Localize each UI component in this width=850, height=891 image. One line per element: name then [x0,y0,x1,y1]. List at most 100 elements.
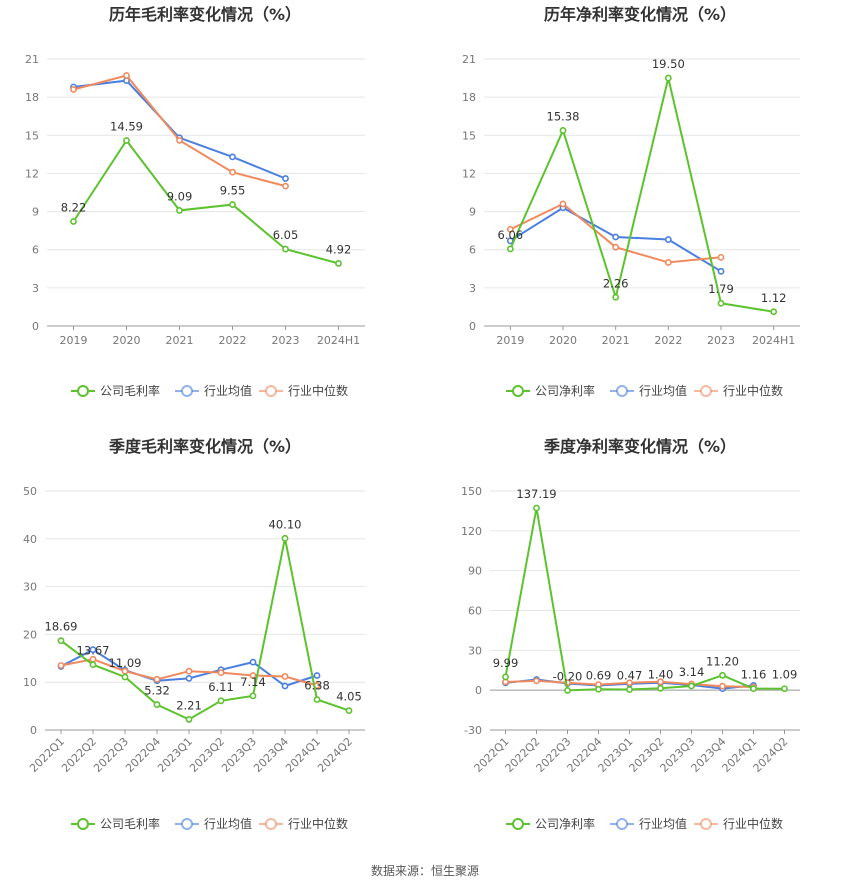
data-point[interactable] [57,637,65,645]
data-point[interactable] [612,243,620,251]
data-point[interactable] [612,293,620,301]
data-label: 7.14 [240,675,266,689]
data-point[interactable] [717,253,725,261]
data-point[interactable] [657,684,664,692]
chart-title: 季度毛利率变化情况（%） [108,437,301,456]
data-point[interactable] [719,671,726,679]
legend-item[interactable]: 行业中位数 [694,383,783,398]
data-point[interactable] [559,127,567,134]
data-point[interactable] [502,673,509,681]
data-point[interactable] [123,137,130,144]
y-tick-label: 15 [462,129,476,142]
data-label: 11.20 [706,654,739,668]
chart-title: 历年净利率变化情况（%） [544,5,736,24]
data-point[interactable] [664,74,672,82]
y-tick-label: 6 [469,244,476,257]
data-point[interactable] [533,677,540,685]
data-point[interactable] [688,682,695,690]
chart-panel-3: 季度毛利率变化情况（%）010203040502022Q12022Q22022Q… [23,437,365,831]
data-point[interactable] [282,175,289,182]
legend-item[interactable]: 行业均值 [610,383,687,398]
data-label: 6.06 [498,228,524,242]
data-point[interactable] [281,682,289,690]
data-point[interactable] [717,267,725,275]
legend-label: 行业均值 [639,383,687,398]
data-point[interactable] [89,646,97,654]
data-point[interactable] [559,200,567,208]
data-point[interactable] [719,682,726,690]
chart-panel-1: 历年毛利率变化情况（%） 0 3 6 9 12 15 18 21 2019 2020 2021 2022… [25,5,365,398]
data-point[interactable] [626,679,633,687]
data-point[interactable] [153,675,161,683]
data-point[interactable] [121,673,129,681]
data-label: 9.09 [167,189,193,203]
data-point[interactable] [626,686,633,693]
data-point[interactable] [229,201,236,208]
data-point[interactable] [57,662,65,669]
data-point[interactable] [249,658,257,666]
data-point[interactable] [176,207,183,214]
legend-item[interactable]: 行业中位数 [694,816,783,831]
x-tick-label: 2024Q2 [315,735,355,775]
data-point[interactable] [281,534,289,542]
legend-item[interactable]: 行业中位数 [259,383,348,398]
data-point[interactable] [770,308,778,316]
legend-item[interactable]: 行业中位数 [259,816,348,831]
data-point[interactable] [612,233,620,241]
data-point[interactable] [335,260,342,267]
legend-item[interactable]: 公司净利率 [506,816,595,831]
data-point[interactable] [89,661,97,669]
x-tick-label: 2023 [707,334,735,347]
legend-swatch-marker [616,385,628,397]
data-point[interactable] [664,259,672,266]
data-point[interactable] [564,687,571,694]
data-point[interactable] [281,673,289,680]
legend-label: 行业中位数 [723,816,783,831]
legend-swatch-marker [700,818,712,830]
legend-item[interactable]: 公司毛利率 [71,383,160,398]
data-point[interactable] [123,72,130,79]
y-tick-label: 21 [462,53,476,66]
data-point[interactable] [657,678,664,686]
data-point[interactable] [313,672,321,679]
data-point[interactable] [345,707,353,715]
legend: 公司毛利率 行业均值 行业中位数 [71,816,348,831]
x-tick-label: 2024H1 [317,334,360,347]
data-point[interactable] [282,245,289,253]
data-point[interactable] [282,182,289,190]
legend-item[interactable]: 公司净利率 [506,383,595,398]
data-point[interactable] [249,692,257,700]
data-point[interactable] [70,86,77,93]
data-point[interactable] [249,672,257,679]
data-point[interactable] [185,667,193,675]
data-point[interactable] [176,136,183,144]
data-point[interactable] [217,669,225,677]
data-point[interactable] [313,696,321,703]
data-point[interactable] [595,685,602,693]
data-point[interactable] [664,236,672,243]
x-tick-label: 2022 [654,334,682,347]
y-tick-label: 150 [461,485,482,498]
data-point[interactable] [506,225,514,233]
x-tick-label: 2022 [219,334,247,347]
data-point[interactable] [533,504,540,512]
data-point[interactable] [153,701,161,708]
data-point[interactable] [185,716,193,723]
legend-item[interactable]: 行业均值 [175,383,252,398]
data-point[interactable] [750,685,757,693]
data-point[interactable] [506,245,514,253]
data-point[interactable] [229,168,236,176]
legend-item[interactable]: 公司毛利率 [71,816,160,831]
legend-item[interactable]: 行业均值 [610,816,687,831]
data-point[interactable] [70,218,77,225]
data-point[interactable] [217,697,225,705]
y-tick-label: 10 [23,676,37,689]
legend-item[interactable]: 行业均值 [175,816,252,831]
chart-panel-4: 季度净利率变化情况（%）-3003060901201502022Q12022Q2… [461,437,800,831]
data-point[interactable] [229,153,236,161]
data-point[interactable] [185,674,193,682]
series-company: 6.06 15.38 2.26 19.50 1.79 1.12 [498,57,786,316]
data-point[interactable] [717,299,725,307]
data-point[interactable] [781,685,788,693]
